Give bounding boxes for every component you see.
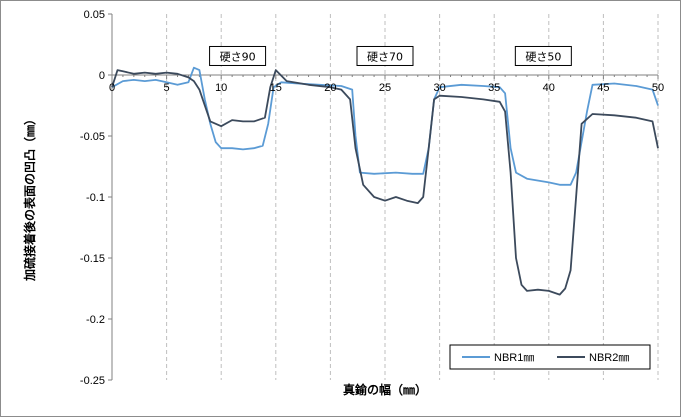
x-tick-label: 30 xyxy=(433,82,445,94)
x-tick-label: 5 xyxy=(164,82,170,94)
series-lines xyxy=(111,66,659,296)
x-tick-label: 20 xyxy=(324,82,336,94)
x-tick-label: 10 xyxy=(215,82,227,94)
x-tick-label: 0 xyxy=(109,82,115,94)
x-tick-label: 40 xyxy=(543,82,555,94)
legend: NBR1㎜ NBR2㎜ xyxy=(449,344,651,370)
legend-label: NBR1㎜ xyxy=(494,352,534,364)
annotation-box xyxy=(209,45,267,66)
annotation-label: 硬さ90 xyxy=(220,50,256,63)
tick-labels: 0.05 0 -0.05 -0.1 -0.15 -0.2 -0.25 0 5 10 15 20 25 30… xyxy=(80,9,664,387)
annotation-box xyxy=(356,45,414,66)
y-tick-label: -0.15 xyxy=(80,253,105,265)
y-tick-label: -0.05 xyxy=(80,131,105,143)
x-axis-title: 真鍮の幅（㎜） xyxy=(343,382,427,397)
grid-lines xyxy=(166,14,659,380)
axes xyxy=(108,13,659,381)
y-tick-label: -0.2 xyxy=(86,314,105,326)
series-line-1 xyxy=(111,66,659,186)
legend-label: NBR2㎜ xyxy=(589,352,629,364)
y-tick-label: -0.25 xyxy=(80,375,105,387)
x-tick-label: 45 xyxy=(597,82,609,94)
y-axis-title: 加硫接着後の表面の凹凸（㎜） xyxy=(22,113,37,282)
series-line-2 xyxy=(111,69,659,296)
y-tick-label: -0.1 xyxy=(86,192,105,204)
x-tick-label: 25 xyxy=(379,82,391,94)
x-tick-label: 50 xyxy=(652,82,664,94)
annotation-box xyxy=(514,45,572,66)
annotations: 硬さ90 硬さ70 硬さ50 xyxy=(209,45,572,66)
x-tick-label: 15 xyxy=(270,82,282,94)
annotation-label: 硬さ70 xyxy=(367,50,403,63)
x-tick-label: 35 xyxy=(488,82,500,94)
y-tick-label: 0.05 xyxy=(84,9,105,21)
annotation-label: 硬さ50 xyxy=(525,50,561,63)
y-tick-label: 0 xyxy=(99,70,105,82)
